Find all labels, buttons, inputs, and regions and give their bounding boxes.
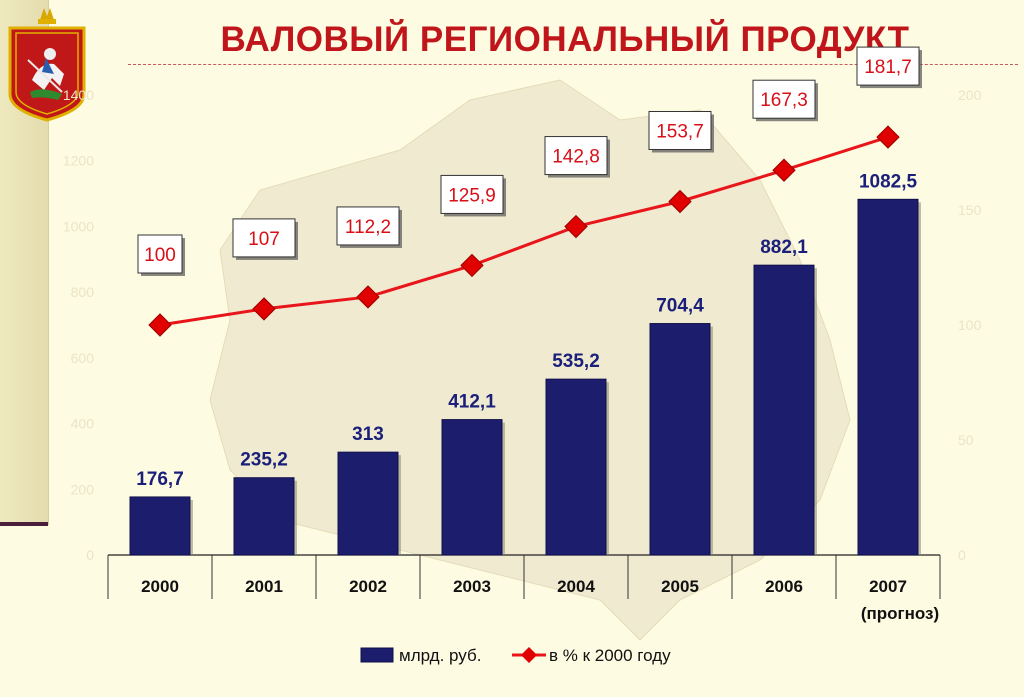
bar-value-label: 704,4	[656, 296, 704, 317]
y-left-tick-label: 0	[86, 547, 94, 563]
bar-value-label: 412,1	[448, 392, 496, 413]
bar	[129, 496, 191, 556]
y-left-tick-label: 200	[71, 481, 95, 497]
line-value-label: 142,8	[552, 147, 600, 168]
line-label-box	[137, 234, 183, 274]
y-left-tick-label: 1400	[63, 87, 94, 103]
y-left-tick-label: 600	[71, 350, 95, 366]
legend-line-marker	[521, 647, 537, 663]
bar	[753, 264, 815, 556]
bar	[545, 378, 607, 556]
line-marker	[564, 214, 588, 239]
line-value-label: 153,7	[656, 121, 704, 142]
line-value-label: 181,7	[864, 57, 912, 78]
bar-value-label: 882,1	[760, 237, 808, 258]
bar-value-label: 313	[352, 424, 384, 445]
x-category-label: 2006	[765, 577, 803, 596]
line-label-box	[544, 136, 608, 176]
line-label-box	[648, 110, 712, 150]
legend-bar-swatch	[360, 647, 394, 663]
bar-value-label: 235,2	[240, 450, 288, 471]
page-title: ВАЛОВЫЙ РЕГИОНАЛЬНЫЙ ПРОДУКТ	[220, 20, 910, 59]
x-category-label: 2007	[869, 577, 907, 596]
bar	[441, 419, 503, 556]
coat-of-arms-icon	[8, 8, 86, 122]
line-value-label: 125,9	[448, 185, 496, 206]
y-left-tick-label: 1200	[63, 153, 94, 169]
x-category-label: 2000	[141, 577, 179, 596]
bar	[649, 323, 711, 556]
bar-value-label: 176,7	[136, 469, 184, 490]
y-right-tick-label: 150	[958, 202, 982, 218]
legend-line-label: в % к 2000 году	[549, 646, 671, 665]
left-accent-line	[0, 522, 48, 526]
y-right-tick-label: 50	[958, 432, 974, 448]
line-label-box	[752, 79, 816, 119]
x-category-label: (прогноз)	[861, 604, 939, 623]
y-right-tick-label: 200	[958, 87, 982, 103]
line-marker	[356, 285, 380, 309]
line-label-box	[856, 46, 920, 86]
bar	[857, 198, 919, 556]
line-label-box	[232, 218, 296, 258]
line-marker	[148, 313, 172, 337]
line-marker	[772, 158, 796, 182]
bar	[233, 477, 295, 556]
line-label-box	[440, 174, 504, 214]
bar-value-label: 1082,5	[859, 171, 918, 192]
line-value-label: 112,2	[345, 217, 391, 238]
bar-value-label: 535,2	[552, 351, 600, 372]
y-right-tick-label: 100	[958, 317, 982, 333]
line-value-label: 167,3	[760, 90, 808, 111]
line-label-box	[336, 206, 400, 246]
x-category-label: 2001	[245, 577, 283, 596]
x-category-label: 2004	[557, 577, 595, 596]
line-marker	[252, 297, 276, 321]
y-left-tick-label: 800	[71, 284, 95, 300]
x-category-label: 2002	[349, 577, 387, 596]
y-left-tick-label: 1000	[63, 218, 94, 234]
y-right-tick-label: 0	[958, 547, 966, 563]
x-category-label: 2003	[453, 577, 491, 596]
bar	[337, 451, 399, 556]
line-marker	[876, 125, 900, 149]
legend-bar-label: млрд. руб.	[399, 646, 481, 665]
x-category-label: 2005	[661, 577, 699, 596]
line-series	[159, 135, 889, 327]
title-divider	[128, 64, 1018, 65]
line-marker	[460, 253, 484, 278]
line-marker	[668, 189, 692, 214]
y-left-tick-label: 400	[71, 416, 95, 432]
line-value-label: 107	[248, 229, 280, 250]
line-value-label: 100	[144, 245, 176, 266]
